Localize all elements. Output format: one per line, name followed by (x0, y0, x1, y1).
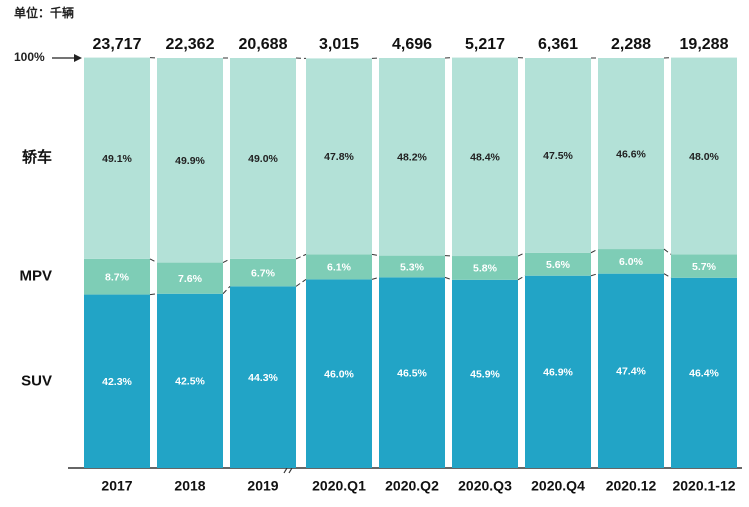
value-label: 49.1% (102, 153, 132, 165)
bar-segment (306, 58, 372, 255)
series-label: MPV (19, 268, 52, 285)
x-tick-label: 2020.Q2 (385, 478, 439, 494)
x-tick-label: 2020.Q1 (312, 478, 366, 494)
bar-segment (379, 277, 445, 468)
bar-segment (525, 275, 591, 468)
connector (295, 278, 307, 287)
value-label: 45.9% (470, 369, 500, 381)
value-label: 49.9% (175, 155, 205, 167)
bar-segment (157, 293, 223, 468)
total-label: 23,717 (93, 36, 142, 53)
connector (371, 253, 380, 257)
arrow-head (74, 54, 82, 62)
total-label: 5,217 (465, 36, 505, 53)
value-label: 46.5% (397, 367, 427, 379)
value-label: 5.8% (473, 263, 498, 275)
connector (517, 252, 526, 257)
unit-note: 单位：千辆 (14, 5, 74, 20)
connector (222, 286, 231, 295)
x-tick-label: 2019 (247, 478, 278, 494)
value-label: 7.6% (178, 273, 203, 285)
value-label: 48.4% (470, 152, 500, 164)
x-tick-label: 2020.Q4 (531, 478, 585, 494)
connector (663, 273, 672, 279)
value-label: 48.0% (689, 151, 719, 163)
connector (222, 258, 231, 264)
value-label: 5.6% (546, 259, 571, 271)
total-label: 4,696 (392, 36, 432, 53)
value-label: 42.3% (102, 376, 132, 388)
x-tick-label: 2018 (174, 478, 205, 494)
value-label: 46.6% (616, 148, 646, 160)
connector (517, 275, 526, 281)
value-label: 46.4% (689, 368, 719, 380)
bar-segment (598, 58, 664, 250)
connector (149, 293, 158, 296)
connector (590, 273, 599, 277)
total-label: 3,015 (319, 36, 359, 53)
x-tick-label: 2020.12 (606, 478, 657, 494)
y-tick-label: 100% (14, 50, 45, 64)
bar-segment (84, 57, 150, 259)
bar-segment (230, 286, 296, 468)
bar-segment (598, 249, 664, 274)
bar-segment (525, 252, 591, 276)
bar-segment (379, 58, 445, 256)
total-label: 6,361 (538, 36, 578, 53)
bar-segment (230, 58, 296, 259)
bar-segment (306, 254, 372, 280)
value-label: 6.0% (619, 256, 644, 268)
bar-segment (157, 262, 223, 294)
total-label: 22,362 (166, 36, 215, 53)
connector (371, 276, 380, 280)
bar-segment (452, 256, 518, 280)
connector (590, 248, 599, 254)
bar-segment (306, 279, 372, 468)
connector (444, 276, 453, 281)
value-label: 46.9% (543, 367, 573, 379)
value-label: 46.0% (324, 368, 354, 380)
value-label: 47.8% (324, 151, 354, 163)
bar-segment (525, 58, 591, 253)
bar-segment (379, 255, 445, 278)
x-tick-label: 2020.1-12 (672, 478, 735, 494)
total-label: 19,288 (680, 36, 729, 53)
value-label: 47.4% (616, 366, 646, 378)
value-label: 48.2% (397, 152, 427, 164)
bar-segment (671, 277, 737, 468)
connector (295, 253, 307, 260)
value-label: 6.7% (251, 267, 276, 279)
bar-segment (671, 254, 737, 278)
value-label: 8.7% (105, 272, 130, 284)
value-label: 44.3% (248, 372, 278, 384)
value-label: 5.3% (400, 261, 425, 273)
bar-segment (230, 258, 296, 287)
value-label: 5.7% (692, 261, 717, 273)
x-tick-label: 2017 (101, 478, 132, 494)
bar-segment (157, 58, 223, 263)
value-label: 49.0% (248, 153, 278, 165)
value-label: 47.5% (543, 150, 573, 162)
total-label: 20,688 (239, 36, 288, 53)
series-label: 轿车 (22, 148, 52, 166)
value-label: 42.5% (175, 376, 205, 388)
total-label: 2,288 (611, 36, 651, 53)
bar-segment (452, 279, 518, 468)
x-tick-label: 2020.Q3 (458, 478, 512, 494)
connector (663, 248, 672, 255)
bar-segment (452, 57, 518, 257)
value-label: 6.1% (327, 262, 352, 274)
bar-segment (84, 258, 150, 295)
bar-segment (598, 273, 664, 468)
connector (149, 258, 158, 264)
series-label: SUV (21, 372, 52, 389)
bar-segment (84, 294, 150, 468)
bar-segment (671, 57, 737, 255)
